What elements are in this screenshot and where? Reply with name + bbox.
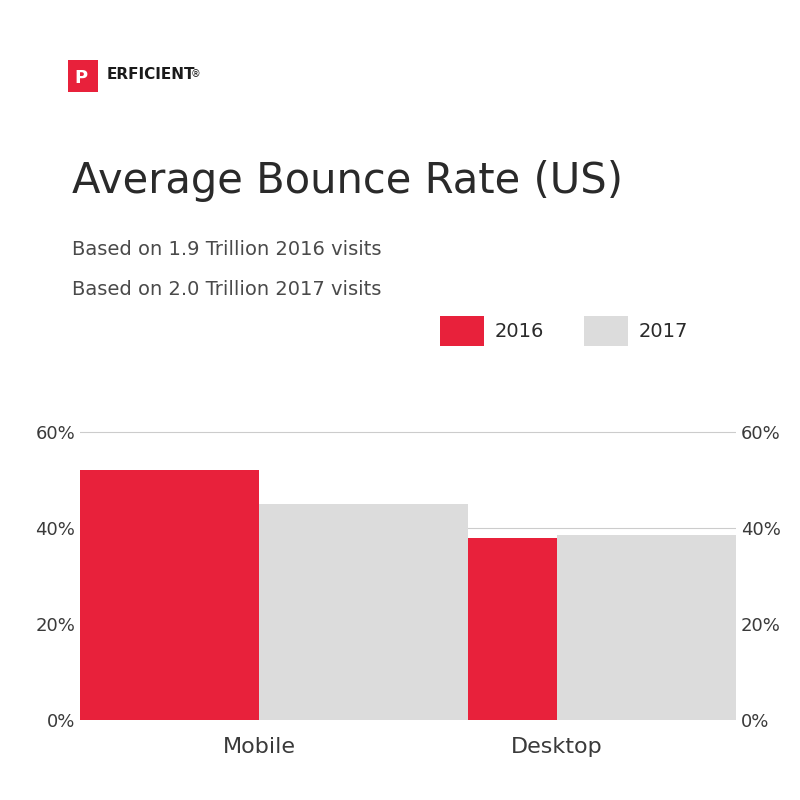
Bar <box>557 535 766 720</box>
Text: P: P <box>74 70 87 87</box>
Bar <box>50 470 259 720</box>
Bar <box>259 504 468 720</box>
Text: Based on 1.9 Trillion 2016 visits: Based on 1.9 Trillion 2016 visits <box>72 240 382 259</box>
Text: Based on 2.0 Trillion 2017 visits: Based on 2.0 Trillion 2017 visits <box>72 280 382 299</box>
Text: ERFICIENT: ERFICIENT <box>106 67 195 82</box>
Bar <box>348 538 557 720</box>
Text: Average Bounce Rate (US): Average Bounce Rate (US) <box>72 160 623 202</box>
Text: ®: ® <box>190 70 200 79</box>
Text: 2017: 2017 <box>638 322 688 341</box>
Text: 2016: 2016 <box>494 322 544 341</box>
